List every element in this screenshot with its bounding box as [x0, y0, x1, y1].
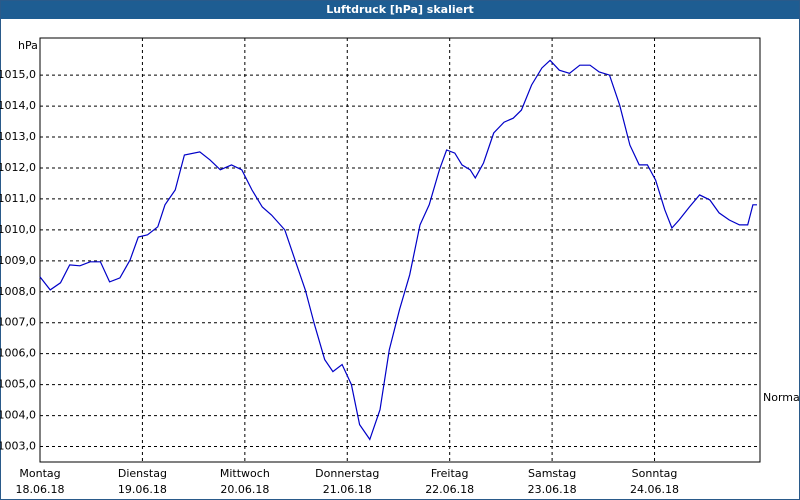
y-tick-label: 1003,0 — [0, 440, 36, 453]
x-tick-date: 24.06.18 — [630, 483, 679, 496]
y-tick-label: 1012,0 — [0, 161, 36, 174]
x-tick-label: Montag — [19, 467, 60, 480]
y-tick-label: 1009,0 — [0, 254, 36, 267]
x-tick-date: 22.06.18 — [425, 483, 474, 496]
x-tick-label: Mittwoch — [220, 467, 270, 480]
y-tick-label: 1011,0 — [0, 192, 36, 205]
y-tick-label: 1008,0 — [0, 285, 36, 298]
y-tick-label: 1007,0 — [0, 316, 36, 329]
y-tick-label: 1010,0 — [0, 223, 36, 236]
x-tick-date: 23.06.18 — [528, 483, 577, 496]
x-tick-label: Sonntag — [632, 467, 678, 480]
y-axis-label: hPa — [18, 39, 38, 52]
x-tick-label: Donnerstag — [315, 467, 379, 480]
y-tick-label: 1015,0 — [0, 68, 36, 81]
annotation: Normal — [763, 391, 800, 404]
y-tick-label: 1005,0 — [0, 378, 36, 391]
y-tick-label: 1004,0 — [0, 409, 36, 422]
x-tick-label: Samstag — [528, 467, 576, 480]
line-series — [39, 59, 757, 441]
x-tick-label: Freitag — [431, 467, 469, 480]
y-tick-label: 1006,0 — [0, 347, 36, 360]
y-tick-label: 1014,0 — [0, 99, 36, 112]
y-tick-label: 1013,0 — [0, 130, 36, 143]
plot-frame — [39, 37, 761, 463]
x-tick-date: 19.06.18 — [118, 483, 167, 496]
x-tick-date: 20.06.18 — [220, 483, 269, 496]
x-tick-label: Dienstag — [118, 467, 167, 480]
chart-title: Luftdruck [hPa] skaliert — [1, 1, 799, 19]
x-tick-date: 18.06.18 — [16, 483, 65, 496]
x-tick-date: 21.06.18 — [323, 483, 372, 496]
